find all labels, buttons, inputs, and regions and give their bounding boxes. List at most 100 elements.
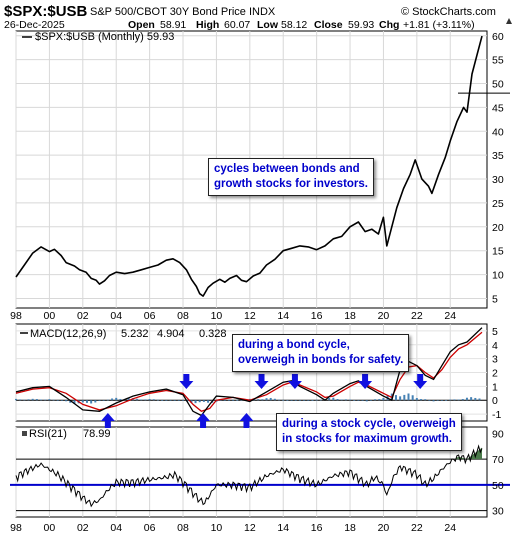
macd-histogram-bar [15,398,17,401]
macd-histogram-bar [307,400,310,401]
price-y-tick-label: 25 [492,198,504,210]
macd-histogram-bar [374,399,377,401]
high-label: High [196,19,219,31]
macd-value-3: 0.328 [199,328,227,340]
macd-histogram-bar [432,400,435,402]
macd-histogram-bar [290,400,293,401]
x-tick-label-bottom: 08 [177,522,189,534]
macd-histogram-bar [457,399,460,401]
macd-histogram-bar [19,399,22,401]
macd-y-tick-label: 5 [492,326,498,338]
macd-histogram-bar [223,400,226,401]
buy-arrow-icon-shape [239,413,254,428]
macd-value-1: 5.232 [121,328,149,340]
rsi-y-tick-label: 50 [492,480,504,492]
rsi-legend-swatch [22,431,27,436]
macd-histogram-bar [106,399,109,401]
macd-histogram-bar [207,400,210,403]
x-tick-label-bottom: 06 [144,522,156,534]
x-tick-label-bottom: 98 [10,522,22,534]
macd-histogram-bar [136,398,139,401]
x-tick-label-top: 18 [344,310,356,322]
rsi-y-tick-label: 70 [492,454,504,466]
macd-histogram-bar [85,400,88,403]
macd-histogram-bar [315,399,318,401]
macd-histogram-bar [282,399,285,401]
macd-histogram-bar [294,400,297,401]
macd-histogram-bar [265,398,268,401]
sell-arrow-icon-shape [358,374,373,389]
macd-histogram-bar [27,399,30,401]
annotation-stock-line2: in stocks for maximum growth. [282,433,452,445]
sell-arrow-icon [358,374,373,389]
macd-histogram-bar [378,399,381,401]
buy-arrow-icon [239,413,254,428]
macd-histogram-bar [449,399,452,401]
macd-y-tick-label: 4 [492,340,498,352]
price-y-tick-label: 35 [492,150,504,162]
grid-layer [15,31,487,517]
x-tick-label-bottom: 04 [110,522,122,534]
price-y-tick-label: 45 [492,102,504,114]
macd-histogram-bar [470,397,473,401]
price-y-tick-label: 55 [492,55,504,67]
x-tick-label-bottom: 10 [211,522,223,534]
expand-triangle-icon[interactable] [506,18,512,24]
macd-histogram-bar [69,400,72,403]
price-series-line [15,35,483,297]
price-legend-label: $SPX:$USB (Monthly) 59.93 [35,31,174,43]
macd-histogram-bar [445,400,448,401]
macd-histogram-bar [94,400,97,403]
macd-histogram-bar [440,400,443,401]
macd-histogram-bar [232,400,235,401]
macd-histogram-bar [361,400,364,401]
macd-histogram-bar [152,399,155,401]
low-value: 58.12 [281,19,307,31]
date-label: 26-Dec-2025 [4,19,65,31]
macd-histogram-bar [111,398,114,401]
x-tick-label-top: 14 [277,310,289,322]
x-tick-label-top: 22 [411,310,423,322]
macd-histogram-bar [60,400,63,401]
x-tick-label-top: 16 [311,310,323,322]
sell-arrow-icon [413,374,428,389]
open-value: 58.91 [160,19,186,31]
macd-histogram-bar [81,400,84,403]
macd-histogram-bar [236,399,239,401]
macd-histogram-bar [169,400,172,401]
macd-histogram-bar [411,395,414,401]
low-label: Low [257,19,279,31]
macd-histogram-bar [73,400,76,404]
sell-arrow-icon-shape [413,374,428,389]
macd-histogram-bar [415,398,418,401]
macd-histogram-bar [173,400,176,401]
macd-histogram-bar [453,399,456,401]
macd-histogram-bar [127,398,130,401]
annotation-cycles-line2: growth stocks for investors. [214,178,369,190]
annotation-stock-line1: during a stock cycle, overweigh [282,418,456,430]
macd-histogram-bar [140,399,143,401]
macd-histogram-bar [424,399,427,401]
annotation-stock-cycle: during a stock cycle, overweigh in stock… [276,413,462,451]
x-tick-label-top: 12 [244,310,256,322]
annotation-bond-line2: overweigh in bonds for safety. [238,354,404,366]
macd-histogram-bar [227,400,230,401]
macd-histogram-bar [420,399,423,401]
macd-histogram-bar [102,400,105,401]
macd-histogram-bar [148,398,151,401]
macd-histogram-bar [349,399,352,401]
buy-arrow-icon [196,413,211,428]
x-tick-label-top: 24 [444,310,456,322]
macd-value-2: 4.904 [157,328,185,340]
macd-histogram-bar [478,398,481,401]
annotation-cycles-line1: cycles between bonds and [214,163,360,175]
x-tick-label-bottom: 16 [311,522,323,534]
macd-histogram-bar [332,397,335,401]
x-tick-label-top: 00 [44,310,56,322]
chg-label: Chg [379,19,399,31]
macd-histogram-bar [44,399,47,401]
macd-histogram-bar [219,400,222,401]
macd-histogram-bar [273,398,276,401]
